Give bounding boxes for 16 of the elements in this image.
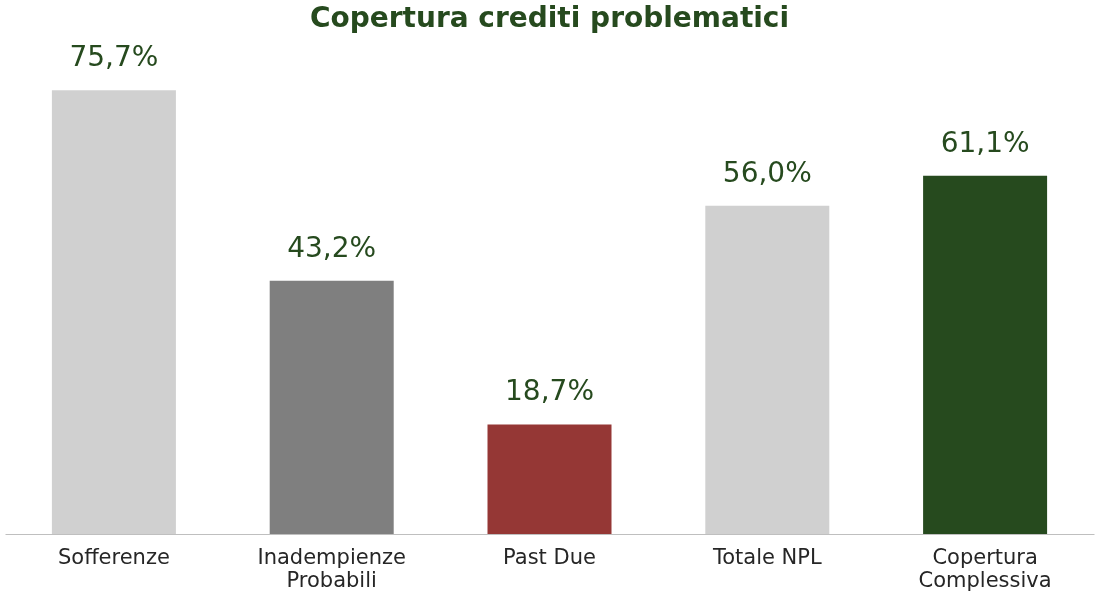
bar	[923, 175, 1048, 534]
x-tick-label: Copertura Complessiva	[918, 544, 1052, 592]
chart-title: Copertura crediti problematici	[309, 1, 790, 34]
data-label: 75,7%	[69, 40, 159, 74]
bar	[705, 205, 830, 534]
data-label: 18,7%	[505, 374, 594, 408]
x-tick-label: Past Due	[503, 544, 596, 569]
data-label: 56,0%	[722, 155, 812, 189]
x-tick-label: Sofferenze	[57, 544, 170, 569]
bar	[51, 90, 176, 534]
bar	[269, 280, 394, 534]
x-tick-label: Inadempienze Probabili	[257, 544, 406, 592]
bar	[487, 424, 612, 534]
x-tick-label: Totale NPL	[711, 544, 822, 569]
data-label: 61,1%	[940, 125, 1030, 159]
data-label: 43,2%	[287, 230, 377, 264]
